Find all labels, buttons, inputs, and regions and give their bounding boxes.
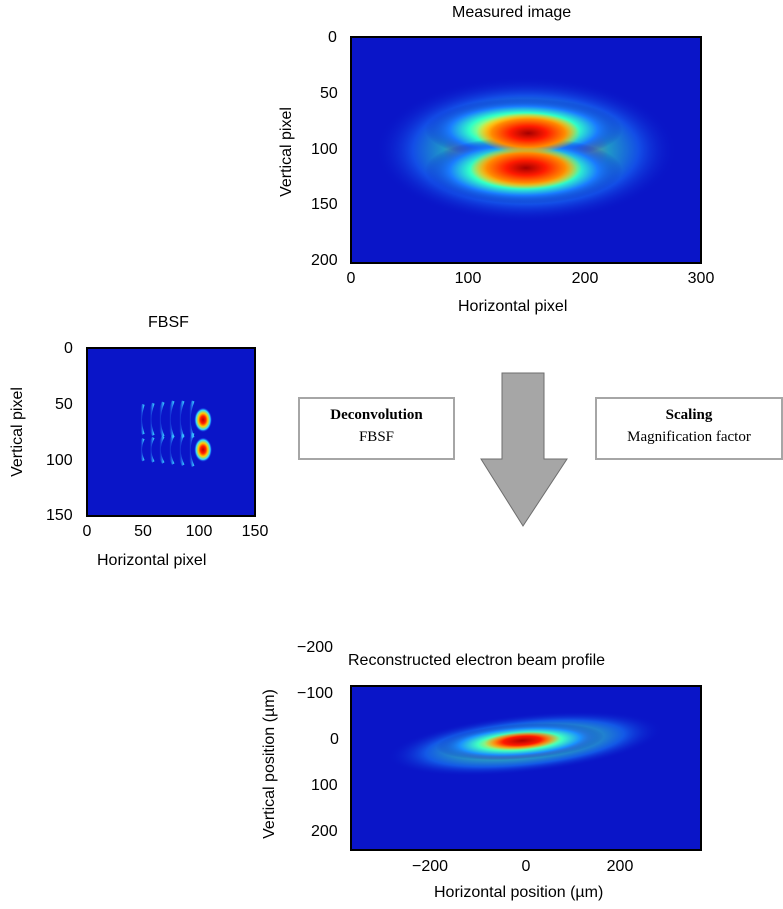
reconstructed-xtick: 200 — [606, 858, 634, 875]
measured-ytick: 200 — [311, 252, 338, 269]
reconstructed-ytick: 100 — [311, 777, 338, 794]
fbsf-xtick: 100 — [185, 523, 213, 540]
measured-xtick: 100 — [454, 270, 482, 287]
reconstructed-ytick: −100 — [297, 685, 334, 702]
reconstructed-ytick: 200 — [311, 823, 338, 840]
measured-xtick: 300 — [687, 270, 715, 287]
fbsf-xtick: 0 — [82, 523, 92, 540]
measured-ytick: 0 — [328, 29, 337, 46]
reconstructed-xtick: −200 — [411, 858, 449, 875]
deconvolution-subtitle: FBSF — [358, 429, 395, 445]
fbsf-ytick: 0 — [64, 340, 73, 357]
measured-ytick: 50 — [320, 85, 338, 102]
measured-xlabel: Horizontal pixel — [458, 298, 568, 315]
scaling-box: Scaling Magnification factor — [595, 397, 783, 460]
scaling-subtitle: Magnification factor — [627, 429, 751, 445]
deconvolution-box: Deconvolution FBSF — [298, 397, 455, 460]
deconvolution-title: Deconvolution — [330, 407, 423, 423]
reconstructed-ytick: 0 — [330, 731, 339, 748]
scaling-title: Scaling — [665, 407, 713, 423]
fbsf-ytick: 50 — [55, 396, 73, 413]
measured-ytick: 150 — [311, 196, 338, 213]
reconstructed-title: Reconstructed electron beam profile — [348, 652, 606, 669]
reconstructed-xtick: 0 — [521, 858, 531, 875]
fbsf-ylabel: Vertical pixel — [9, 387, 26, 477]
down-arrow-icon — [480, 372, 568, 527]
measured-ytick: 100 — [311, 141, 338, 158]
fbsf-ytick: 100 — [46, 452, 73, 469]
measured-ylabel: Vertical pixel — [278, 107, 295, 197]
fbsf-title: FBSF — [148, 314, 189, 331]
fbsf-xtick: 50 — [134, 523, 152, 540]
reconstructed-heatmap — [350, 685, 702, 851]
measured-xtick: 0 — [346, 270, 356, 287]
reconstructed-xlabel: Horizontal position (µm) — [434, 884, 604, 901]
reconstructed-ytick: −200 — [297, 639, 334, 656]
fbsf-xlabel: Horizontal pixel — [97, 552, 207, 569]
reconstructed-ylabel: Vertical position (µm) — [261, 689, 278, 839]
measured-xtick: 200 — [571, 270, 599, 287]
fbsf-xtick: 150 — [241, 523, 269, 540]
fbsf-ytick: 150 — [46, 507, 73, 524]
fbsf-heatmap — [86, 347, 256, 517]
measured-heatmap — [350, 36, 702, 264]
measured-title: Measured image — [452, 4, 572, 21]
